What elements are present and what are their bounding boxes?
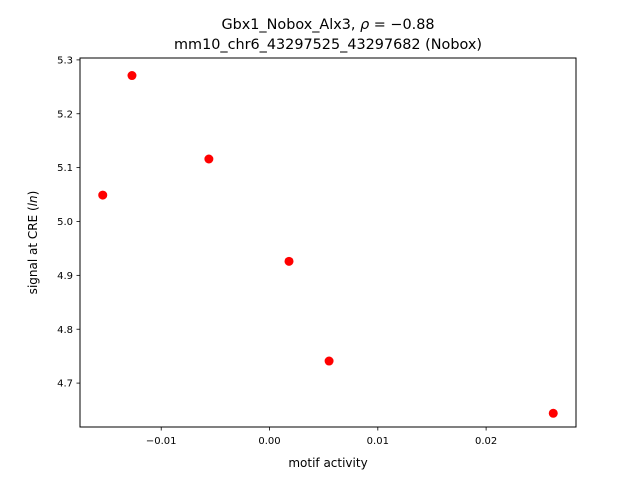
data-point bbox=[324, 356, 334, 366]
x-tick-label: 0.02 bbox=[475, 436, 497, 447]
data-point bbox=[548, 408, 558, 418]
y-tick-label: 5.0 bbox=[57, 217, 73, 228]
data-point bbox=[284, 256, 294, 266]
y-tick-label: 5.3 bbox=[57, 55, 73, 66]
data-point bbox=[127, 71, 137, 81]
y-tick-label: 4.8 bbox=[57, 325, 73, 336]
data-point bbox=[98, 190, 108, 200]
x-tick-label: −0.01 bbox=[146, 436, 177, 447]
y-tick-label: 4.9 bbox=[57, 271, 73, 282]
x-tick-label: 0.01 bbox=[367, 436, 389, 447]
chart-title-line2: mm10_chr6_43297525_43297682 (Nobox) bbox=[174, 37, 482, 53]
y-tick-label: 5.2 bbox=[57, 109, 73, 120]
x-tick-label: 0.00 bbox=[258, 436, 280, 447]
chart-title-line1: Gbx1_Nobox_Alx3, ρ = −0.88 bbox=[221, 17, 434, 33]
x-axis-label: motif activity bbox=[288, 456, 367, 470]
plot-area: −0.01 0.00 0.01 0.02 4.7 4.8 4.9 5.0 5.1 5.2 5.3 bbox=[57, 55, 558, 447]
data-point bbox=[204, 154, 214, 164]
y-axis-label: signal at CRE (ln) bbox=[26, 191, 40, 295]
axes-frame bbox=[79, 57, 577, 428]
y-tick-label: 4.7 bbox=[57, 379, 73, 390]
y-tick-label: 5.1 bbox=[57, 163, 73, 174]
